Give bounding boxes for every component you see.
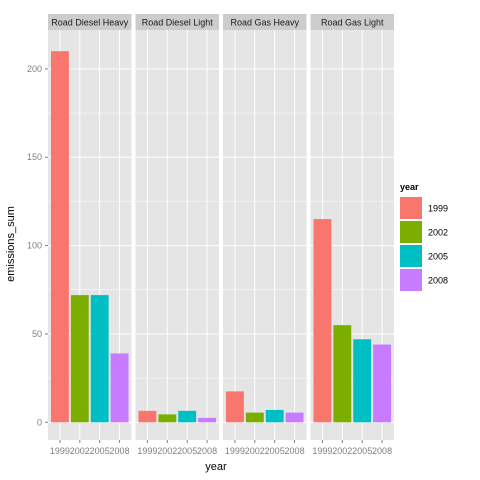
bar xyxy=(245,412,264,423)
x-tick-label: 1999 xyxy=(225,446,245,456)
bar xyxy=(110,353,129,423)
facet-strip xyxy=(48,14,132,30)
facet-strip xyxy=(223,14,307,30)
facet-panel: Road Diesel Light 1999 2002 2005 2008 xyxy=(135,14,219,456)
y-axis-title: emissions_sum xyxy=(5,206,17,282)
x-tick-label: 2002 xyxy=(332,446,352,456)
y-tick-label: 200 xyxy=(27,64,42,74)
legend-title: year xyxy=(400,182,419,192)
x-tick-label: 2002 xyxy=(70,446,90,456)
x-tick-label: 2008 xyxy=(285,446,305,456)
bar xyxy=(90,295,109,423)
facet-panel: Road Gas Light 1999 2002 2005 2008 xyxy=(310,14,394,456)
facet-strip-label: Road Gas Light xyxy=(321,18,384,28)
x-tick-label: 1999 xyxy=(312,446,332,456)
panel-background xyxy=(223,30,307,440)
facet-strip-label: Road Diesel Light xyxy=(142,18,214,28)
x-tick-label: 2005 xyxy=(265,446,285,456)
y-tick-label: 50 xyxy=(32,329,42,339)
legend-key xyxy=(400,197,422,219)
facet-strip xyxy=(310,14,394,30)
x-tick-label: 1999 xyxy=(50,446,70,456)
x-tick-label: 2002 xyxy=(157,446,177,456)
bar xyxy=(50,51,69,423)
x-tick-label: 2008 xyxy=(197,446,217,456)
x-tick-label: 2005 xyxy=(90,446,110,456)
facet-strip-label: Road Gas Heavy xyxy=(230,18,299,28)
legend: year 1999 2002 2005 2008 xyxy=(400,182,448,291)
panel-background xyxy=(135,30,219,440)
x-tick-label: 2005 xyxy=(177,446,197,456)
legend-label: 2008 xyxy=(428,276,448,286)
bar xyxy=(333,325,352,423)
x-tick-label: 1999 xyxy=(137,446,157,456)
legend-key xyxy=(400,221,422,243)
facet-strip xyxy=(135,14,219,30)
bar xyxy=(373,344,392,423)
y-tick-label: 100 xyxy=(27,241,42,251)
bar xyxy=(178,410,197,423)
bar xyxy=(265,409,284,423)
y-tick-label: 0 xyxy=(37,417,42,427)
facet-panel: Road Diesel Heavy 1999 2002 2005 2008 xyxy=(48,14,132,456)
bar xyxy=(158,414,177,423)
bar xyxy=(285,412,304,423)
y-tick-label: 150 xyxy=(27,152,42,162)
legend-key xyxy=(400,269,422,291)
facet-strip-label: Road Diesel Heavy xyxy=(51,18,129,28)
legend-label: 2005 xyxy=(428,252,448,262)
bar xyxy=(70,295,89,423)
facet-panel: Road Gas Heavy 1999 2002 2005 2008 xyxy=(223,14,307,456)
y-axis: 0 50 100 150 200 xyxy=(27,64,48,427)
legend-label: 1999 xyxy=(428,204,448,214)
legend-key xyxy=(400,245,422,267)
x-tick-label: 2005 xyxy=(352,446,372,456)
bar xyxy=(353,339,372,423)
x-tick-label: 2008 xyxy=(110,446,130,456)
x-axis-title: year xyxy=(205,461,227,473)
bar xyxy=(198,417,217,423)
bar xyxy=(225,391,244,423)
bar xyxy=(138,410,157,423)
x-tick-label: 2008 xyxy=(372,446,392,456)
bar xyxy=(313,219,332,423)
x-tick-label: 2002 xyxy=(245,446,265,456)
legend-label: 2002 xyxy=(428,228,448,238)
